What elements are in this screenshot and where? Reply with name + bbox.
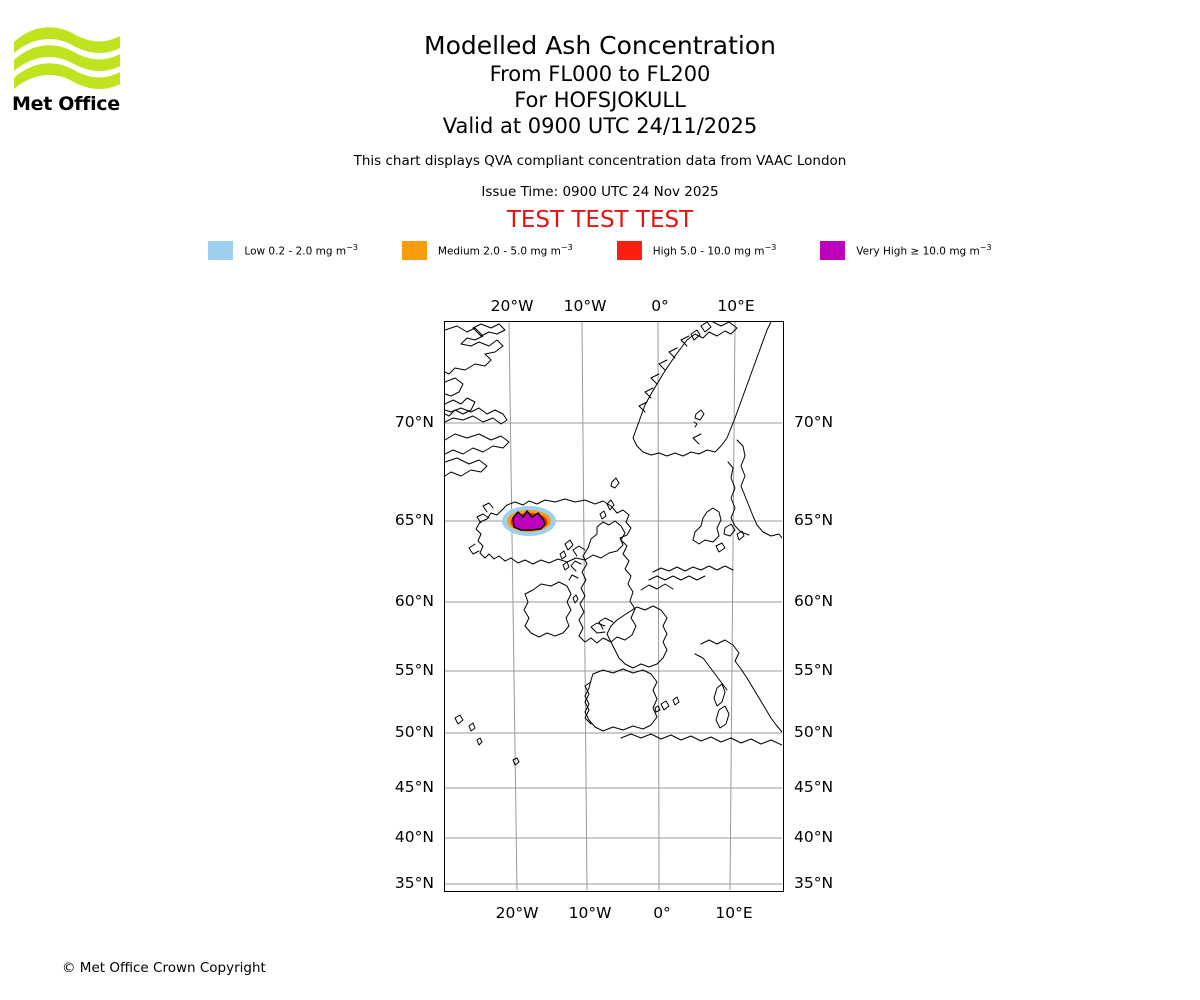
lon-tick-bottom-20w: 20°W — [495, 904, 539, 922]
met-office-wave-mark — [14, 27, 120, 90]
flight-level-subtitle: From FL000 to FL200 — [489, 62, 711, 86]
chart-header: Modelled Ash Concentration From FL000 to… — [0, 0, 1200, 234]
legend-swatch-medium — [401, 241, 427, 260]
issue-time: Issue Time: 0900 UTC 24 Nov 2025 — [481, 184, 719, 200]
copyright-notice: © Met Office Crown Copyright — [62, 960, 266, 976]
ash-concentration-map: 20°W 10°W 0° 10°E 20°W 10°W 0° 10°E 70°N… — [395, 297, 833, 922]
lat-tick-right-65n: 65°N — [794, 511, 834, 529]
lon-tick-top-10e: 10°E — [717, 297, 755, 315]
legend-label-low: Low 0.2 - 2.0 mg m−3 — [244, 243, 358, 258]
page-title: Modelled Ash Concentration — [424, 31, 776, 60]
legend-label-high: High 5.0 - 10.0 mg m−3 — [652, 243, 777, 258]
lat-tick-left-70n: 70°N — [394, 413, 434, 431]
chart-note: This chart displays QVA compliant concen… — [353, 153, 847, 169]
lat-tick-right-40n: 40°N — [794, 828, 834, 846]
map-gridlines — [445, 322, 782, 890]
legend-item-low: Low 0.2 - 2.0 mg m−3 — [208, 241, 358, 260]
legend-label-medium: Medium 2.0 - 5.0 mg m−3 — [437, 243, 573, 258]
lat-tick-right-60n: 60°N — [794, 592, 834, 610]
valid-time-subtitle: Valid at 0900 UTC 24/11/2025 — [442, 114, 758, 138]
met-office-logo-text: Met Office — [12, 93, 120, 115]
lat-tick-left-45n: 45°N — [394, 778, 434, 796]
lat-tick-left-55n: 55°N — [394, 661, 434, 679]
lat-tick-left-60n: 60°N — [394, 592, 434, 610]
lat-tick-left-35n: 35°N — [394, 874, 434, 892]
concentration-legend: Low 0.2 - 2.0 mg m−3 Medium 2.0 - 5.0 mg… — [0, 241, 1200, 260]
lon-tick-bottom-0: 0° — [653, 904, 671, 922]
lon-tick-top-0: 0° — [651, 297, 669, 315]
lat-tick-right-50n: 50°N — [794, 723, 834, 741]
legend-item-medium: Medium 2.0 - 5.0 mg m−3 — [401, 241, 573, 260]
legend-swatch-low — [208, 241, 234, 260]
lat-tick-right-55n: 55°N — [794, 661, 834, 679]
met-office-logo: Met Office — [12, 22, 122, 117]
legend-swatch-high — [616, 241, 642, 260]
map-canvas — [445, 322, 782, 890]
lat-tick-left-50n: 50°N — [394, 723, 434, 741]
lat-tick-left-40n: 40°N — [394, 828, 434, 846]
lon-tick-top-10w: 10°W — [563, 297, 607, 315]
lat-tick-right-70n: 70°N — [794, 413, 834, 431]
ash-plume — [502, 506, 556, 536]
map-coastlines — [445, 322, 782, 766]
lat-tick-right-45n: 45°N — [794, 778, 834, 796]
test-banner: TEST TEST TEST — [506, 207, 694, 233]
lon-tick-top-20w: 20°W — [490, 297, 534, 315]
legend-label-very-high: Very High ≥ 10.0 mg m−3 — [856, 243, 992, 258]
map-plot-area — [444, 321, 784, 892]
legend-swatch-very-high — [820, 241, 846, 260]
plume-source-outline — [512, 509, 546, 531]
legend-item-high: High 5.0 - 10.0 mg m−3 — [616, 241, 777, 260]
lon-tick-bottom-10w: 10°W — [568, 904, 612, 922]
lat-tick-left-65n: 65°N — [394, 511, 434, 529]
lon-tick-bottom-10e: 10°E — [715, 904, 753, 922]
volcano-subtitle: For HOFSJOKULL — [514, 88, 686, 112]
legend-item-very-high: Very High ≥ 10.0 mg m−3 — [820, 241, 992, 260]
lat-tick-right-35n: 35°N — [794, 874, 834, 892]
